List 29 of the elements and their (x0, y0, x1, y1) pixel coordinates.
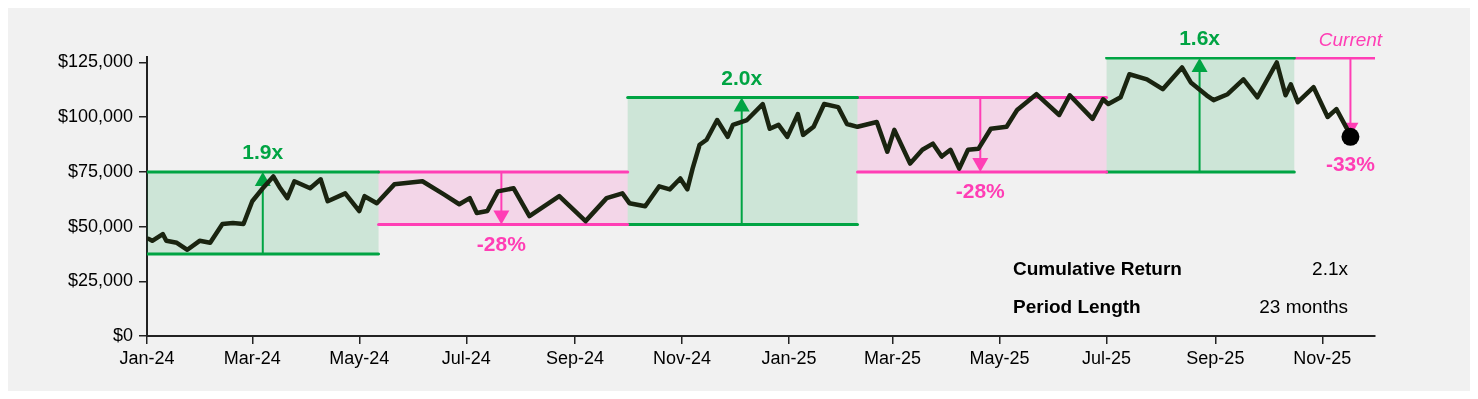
x-tick-label: Jul-24 (441, 347, 491, 368)
x-tick-label: Jul-25 (1082, 347, 1132, 368)
annotation: -33% (1325, 152, 1376, 176)
x-tick-label: May-24 (329, 347, 390, 368)
x-tick-label: Nov-24 (653, 347, 712, 368)
annotation: 2.1x (1312, 258, 1349, 280)
annotation: Period Length (1013, 296, 1141, 318)
x-tick-label: Jan-24 (119, 347, 175, 368)
annotation: Current (1318, 28, 1383, 50)
y-tick-label: $25,000 (67, 270, 133, 291)
annotation: 23 months (1259, 296, 1348, 318)
y-tick-label: $50,000 (67, 215, 133, 236)
annotation: 2.0x (721, 65, 763, 89)
y-tick-label: $0 (112, 324, 133, 345)
x-tick-label: Mar-25 (864, 347, 922, 368)
y-tick-label: $75,000 (67, 160, 133, 181)
x-tick-label: May-25 (969, 347, 1030, 368)
x-tick-label: Mar-24 (223, 347, 281, 368)
annotation: -28% (476, 231, 527, 255)
y-tick-label: $100,000 (57, 106, 133, 127)
annotation: Cumulative Return (1013, 258, 1182, 280)
x-tick-label: Jan-25 (761, 347, 817, 368)
annotation: 1.9x (242, 140, 284, 164)
y-tick-label: $125,000 (57, 51, 133, 72)
annotation: -28% (955, 179, 1006, 203)
annotation: 1.6x (1179, 26, 1221, 50)
x-tick-label: Sep-25 (1186, 347, 1245, 368)
x-tick-label: Sep-24 (546, 347, 605, 368)
x-tick-label: Nov-25 (1293, 347, 1352, 368)
